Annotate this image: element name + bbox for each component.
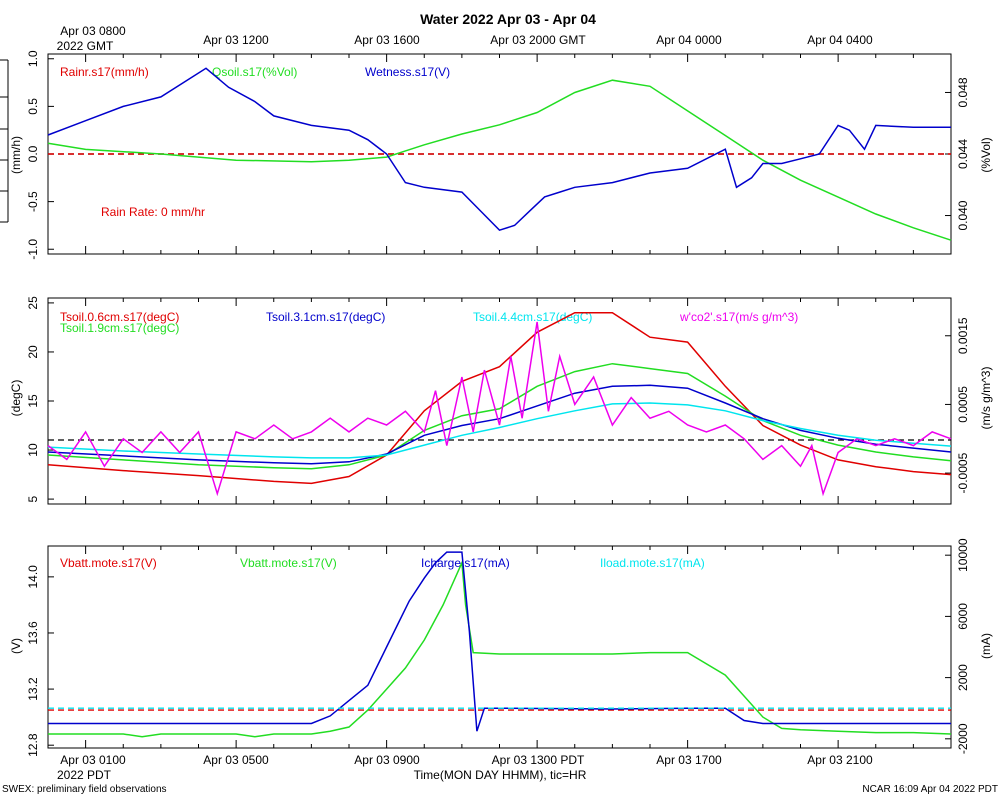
top-time-label: 2022 GMT (57, 39, 114, 53)
left-edge-bracket (0, 59, 9, 223)
bottom-time-label: Apr 03 0900 (354, 753, 420, 767)
legend-tsoil-4-4: Tsoil.4.4cm.s17(degC) (473, 310, 592, 324)
panel-power-ylabel-right: (mA) (979, 633, 993, 659)
legend-tsoil-0-6: Tsoil.0.6cm.s17(degC) (60, 310, 179, 324)
x-axis-label: Time(MON DAY HHMM), tic=HR (414, 768, 587, 782)
series-line-power-2 (48, 551, 951, 732)
y-tick-label-left: 12.8 (26, 733, 40, 757)
footer-right: NCAR 16:09 Apr 04 2022 PDT (862, 784, 998, 795)
panel-water-series (47, 67, 952, 241)
y-tick-label-left: 1.0 (26, 50, 40, 67)
panel-water-right-ticks: 0.040 0.044 0.048 (47, 54, 970, 254)
panel-temperature-frame (47, 297, 952, 505)
series-line-temperature-4 (47, 321, 952, 497)
top-time-label: Apr 03 0800 (60, 24, 126, 38)
panel-water-ylabel-right: (%Vol) (979, 137, 993, 172)
y-tick-label-left: 0.0 (26, 145, 40, 162)
y-tick-label-right: 0.044 (956, 139, 970, 169)
y-tick-label-right: 0.0005 (956, 386, 970, 423)
y-tick-label-right: -0.0005 (956, 452, 970, 493)
panel-water-ylabel-left: (mm/h) (9, 136, 23, 174)
panel-power-frame (47, 545, 952, 749)
panel-temperature-right-ticks: -0.0005 0.0005 0.0015 (47, 298, 970, 504)
series-line-temperature-3 (47, 402, 952, 459)
y-tick-label-left: 25 (26, 296, 40, 310)
y-tick-label-right: 0.048 (956, 77, 970, 107)
y-tick-label-left: 13.2 (26, 677, 40, 701)
panel-temperature: (degC) (m/s g/m^3) Tsoil.0.6cm.s17(degC)… (9, 296, 993, 505)
top-time-label: Apr 04 0000 (656, 33, 722, 47)
y-tick-label-right: 0.040 (956, 200, 970, 230)
y-tick-label-left: 10 (26, 443, 40, 457)
legend-qsoil: Qsoil.s17(%Vol) (212, 65, 297, 79)
y-tick-label-left: 13.6 (26, 621, 40, 645)
legend-vbatt-green: Vbatt.mote.s17(V) (240, 556, 337, 570)
y-tick-label-right: 0.0015 (956, 317, 970, 354)
legend-tsoil-1-9: Tsoil.1.9cm.s17(degC) (60, 321, 179, 335)
panel-temperature-ylabel-left: (degC) (9, 380, 23, 417)
panel-water-left-ticks: -1.0 -0.5 0.0 0.5 1.0 (26, 50, 54, 260)
y-tick-label-left: 5 (26, 495, 40, 502)
y-tick-label-left: 14.0 (26, 565, 40, 589)
panel-water: (mm/h) (%Vol) Rainr.s17(mm/h) Qsoil.s17(… (9, 50, 993, 259)
y-tick-label-left: -0.5 (26, 191, 40, 212)
series-line-temperature-2 (47, 384, 952, 465)
series-line-water-2 (47, 67, 951, 232)
y-tick-label-right: 6000 (956, 603, 970, 630)
top-time-label: Apr 03 1200 (203, 33, 269, 47)
top-time-label: Apr 03 1600 (354, 33, 420, 47)
y-tick-label-left: 20 (26, 345, 40, 359)
top-time-label: Apr 03 2000 GMT (490, 33, 586, 47)
bottom-year-label: 2022 PDT (57, 768, 112, 782)
legend-rainr: Rainr.s17(mm/h) (60, 65, 149, 79)
panel-power-right-ticks: -2000 2000 6000 10000 (47, 538, 970, 754)
bottom-time-label: Apr 03 0500 (203, 753, 269, 767)
y-tick-label-left: 15 (26, 394, 40, 408)
panel-power-left-ticks: 12.8 13.2 13.6 14.0 (26, 565, 54, 757)
bottom-time-label: Apr 03 0100 (60, 753, 126, 767)
legend-wco2: w'co2'.s17(m/s g/m^3) (679, 310, 798, 324)
legend-vbatt-red: Vbatt.mote.s17(V) (60, 556, 157, 570)
footer-left: SWEX: preliminary field observations (2, 784, 167, 795)
legend-wetness: Wetness.s17(V) (365, 65, 450, 79)
legend-icharge: Icharge.s17(mA) (421, 556, 510, 570)
legend-tsoil-3-1: Tsoil.3.1cm.s17(degC) (266, 310, 385, 324)
y-tick-label-left: -1.0 (26, 239, 40, 260)
series-line-temperature-0 (47, 311, 952, 485)
panel-power: (V) (mA) Vbatt.mote.s17(V) Vbatt.mote.s1… (9, 538, 993, 757)
top-time-label: Apr 04 0400 (807, 33, 873, 47)
y-tick-label-right: 10000 (956, 538, 970, 572)
y-tick-label-right: -2000 (956, 723, 970, 754)
y-tick-label-left: 0.5 (26, 98, 40, 115)
series-line-power-1 (48, 559, 952, 738)
series-line-temperature-1 (47, 362, 952, 470)
rain-rate-annotation: Rain Rate: 0 mm/hr (101, 205, 205, 219)
legend-iload: Iload.mote.s17(mA) (600, 556, 705, 570)
bottom-time-label: Apr 03 1300 PDT (492, 753, 585, 767)
bottom-time-label: Apr 03 1700 (656, 753, 722, 767)
bottom-time-label: Apr 03 2100 (807, 753, 873, 767)
panel-temperature-series (47, 311, 952, 497)
chart-title: Water 2022 Apr 03 - Apr 04 (420, 11, 596, 27)
panel-power-ylabel-left: (V) (9, 638, 23, 654)
panel-temperature-left-ticks: 5 10 15 20 25 (26, 296, 54, 502)
panel-temperature-ylabel-right: (m/s g/m^3) (979, 367, 993, 430)
y-tick-label-right: 2000 (956, 664, 970, 691)
panel-power-series (48, 551, 952, 738)
series-line-water-1 (47, 79, 952, 241)
